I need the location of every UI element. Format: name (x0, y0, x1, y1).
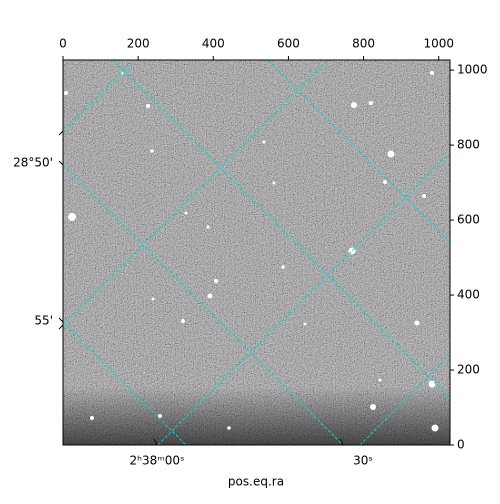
stars (64, 71, 439, 432)
x-tick-label: 600 (277, 37, 300, 51)
y-tick-label: 600 (457, 213, 480, 227)
x-tick-label: 200 (127, 37, 150, 51)
sky-image (63, 60, 450, 445)
x-axis-label: pos.eq.ra (228, 475, 284, 489)
dec-tick-label: 28°50' (13, 156, 53, 170)
y-tick-label: 1000 (457, 63, 488, 77)
y-tick-label: 400 (457, 288, 480, 302)
y-tick-label: 800 (457, 138, 480, 152)
world-ticks (58, 130, 344, 446)
ra-tick-label: 2ʰ38ᵐ00ˢ (130, 454, 185, 468)
x-tick-label: 400 (202, 37, 225, 51)
plot-frame (62, 59, 451, 446)
coordinate-grid (63, 60, 450, 445)
y-tick-label: 0 (457, 438, 465, 452)
x-tick-label: 0 (59, 37, 67, 51)
x-tick-label: 1000 (423, 37, 454, 51)
ra-tick-label: 30ˢ (353, 454, 373, 468)
dec-tick-label: 55' (34, 314, 53, 328)
x-tick-label: 800 (352, 37, 375, 51)
y-tick-label: 200 (457, 363, 480, 377)
